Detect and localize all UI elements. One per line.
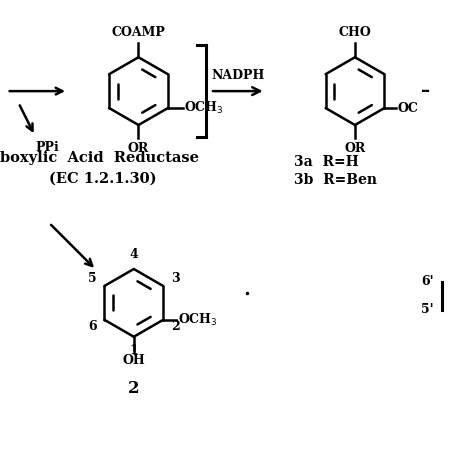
Text: OR: OR (128, 142, 149, 155)
Text: NADPH: NADPH (211, 69, 264, 82)
Text: boxylic  Acid  Reductase: boxylic Acid Reductase (0, 151, 199, 165)
Text: 3b  R=Ben: 3b R=Ben (294, 173, 377, 188)
Text: OH: OH (122, 354, 145, 367)
Text: CHO: CHO (338, 27, 371, 39)
Text: OC: OC (398, 101, 419, 115)
Text: 2: 2 (171, 320, 180, 333)
Text: COAMP: COAMP (111, 27, 165, 39)
Text: (EC 1.2.1.30): (EC 1.2.1.30) (49, 172, 156, 186)
Text: OCH$_3$: OCH$_3$ (178, 312, 218, 328)
Text: 6: 6 (88, 320, 97, 333)
Text: –: – (421, 82, 430, 100)
Text: OCH$_3$: OCH$_3$ (184, 100, 224, 116)
Text: 1: 1 (129, 345, 138, 357)
Text: 3a  R=H: 3a R=H (294, 155, 358, 169)
Text: 5': 5' (421, 303, 434, 317)
Text: 3: 3 (171, 273, 180, 285)
Text: PPi: PPi (36, 140, 60, 154)
Text: 2: 2 (128, 380, 140, 397)
Text: OR: OR (344, 142, 365, 155)
Text: 4: 4 (129, 248, 138, 261)
Text: 5: 5 (88, 273, 97, 285)
Text: 6': 6' (421, 275, 434, 288)
